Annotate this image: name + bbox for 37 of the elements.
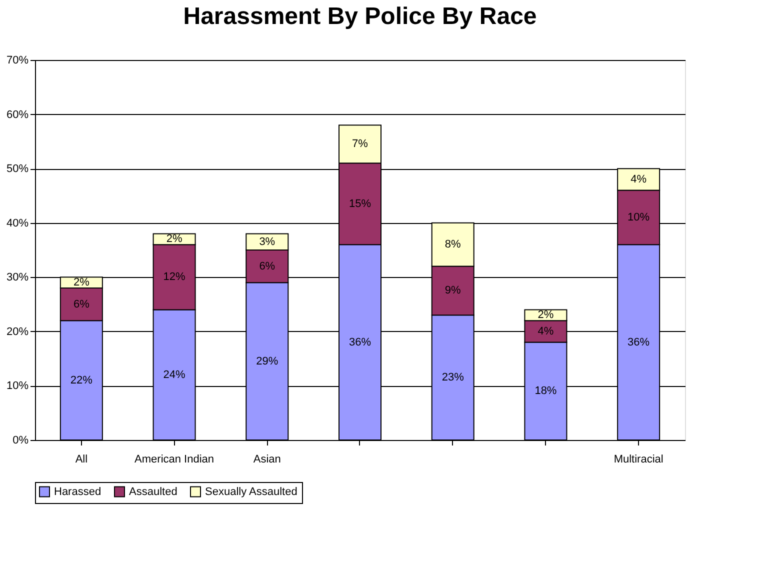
data-label: 29% xyxy=(256,355,278,368)
data-label: 6% xyxy=(73,298,90,310)
y-tick-label: 50% xyxy=(6,163,29,176)
x-tick-label: All xyxy=(75,454,88,466)
data-label: 18% xyxy=(534,385,557,398)
data-label: 10% xyxy=(628,211,650,224)
data-label: 24% xyxy=(163,368,186,381)
data-label: 2% xyxy=(73,276,90,289)
legend-label: Harassed xyxy=(54,486,102,498)
data-label: 4% xyxy=(538,325,554,338)
y-tick-label: 0% xyxy=(12,434,29,446)
data-label: 6% xyxy=(259,260,276,272)
data-label: 22% xyxy=(70,374,93,386)
y-tick-label: 10% xyxy=(6,380,29,392)
data-label: 4% xyxy=(630,173,647,186)
y-tick-label: 60% xyxy=(6,108,29,121)
y-tick-label: 30% xyxy=(6,272,29,284)
data-label: 8% xyxy=(444,238,462,251)
data-label: 2% xyxy=(166,233,182,246)
data-label: 7% xyxy=(352,138,368,150)
data-label: 12% xyxy=(163,271,186,284)
data-label: 2% xyxy=(538,309,554,322)
data-label: 23% xyxy=(442,372,464,384)
y-tick-label: 20% xyxy=(6,326,29,338)
data-label: 9% xyxy=(444,284,462,297)
data-label: 36% xyxy=(628,336,650,348)
y-tick-label: 40% xyxy=(6,217,29,230)
chart-title: Harassment By Police By Race xyxy=(183,3,537,30)
legend-label: Assaulted xyxy=(129,486,178,498)
x-tick-label: Asian xyxy=(253,454,281,466)
legend-label: Sexually Assaulted xyxy=(205,486,298,498)
y-tick-label: 70% xyxy=(6,54,29,66)
data-label: 15% xyxy=(348,198,372,210)
x-tick-label: Multiracial xyxy=(614,454,664,466)
x-tick-label: American Indian xyxy=(134,454,214,466)
data-label: 36% xyxy=(348,336,372,348)
data-label: 3% xyxy=(259,236,276,248)
